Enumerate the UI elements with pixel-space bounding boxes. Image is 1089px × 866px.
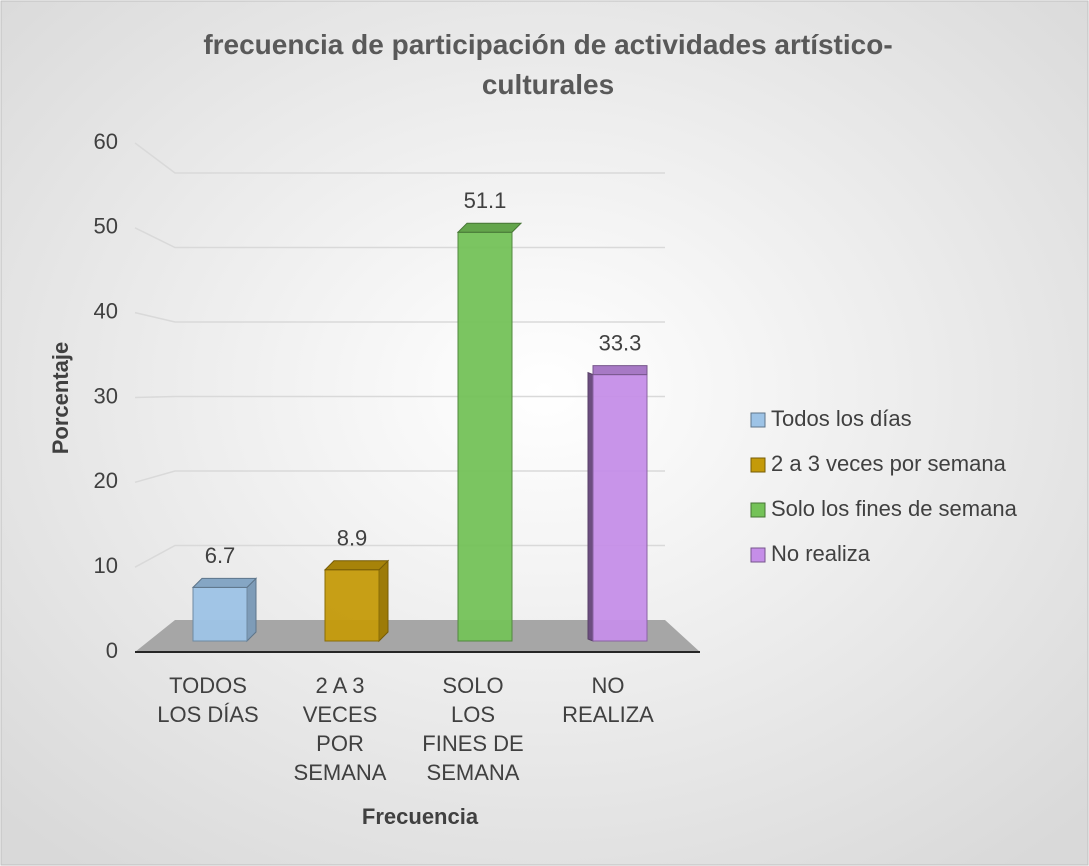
bar-top	[456, 222, 523, 233]
floor	[135, 620, 700, 652]
bar	[457, 231, 513, 642]
y-tick-label: 30	[94, 383, 118, 408]
data-label: 8.9	[337, 526, 368, 551]
bar-top	[592, 365, 648, 376]
legend-label: 2 a 3 veces por semana	[771, 451, 1007, 476]
y-tick-label: 60	[94, 129, 118, 154]
legend-swatch	[750, 412, 766, 428]
legend-label: Solo los fines de semana	[771, 496, 1018, 521]
legend-swatch	[750, 457, 766, 473]
legend-swatch	[750, 502, 766, 518]
grid-line	[134, 142, 665, 174]
bar-top	[191, 577, 258, 588]
x-tick-label: SOLO LOS FINES DE SEMANA	[422, 673, 524, 785]
y-tick-label: 50	[94, 214, 118, 239]
x-axis-title: Frecuencia	[362, 804, 479, 829]
y-tick-label: 0	[106, 638, 118, 663]
data-label: 33.3	[599, 330, 642, 355]
bar	[324, 569, 380, 642]
y-tick-label: 10	[94, 553, 118, 578]
data-label: 51.1	[464, 188, 507, 213]
x-tick-label: TODOS LOS DÍAS	[157, 673, 259, 727]
x-tick-label: 2 A 3 VECES POR SEMANA	[293, 673, 387, 785]
legend-label: Todos los días	[771, 406, 912, 431]
bar-side	[246, 577, 257, 643]
bar-top	[323, 560, 390, 571]
bar	[592, 374, 648, 642]
y-tick-label: 40	[94, 298, 118, 323]
bar-side	[378, 559, 389, 643]
bar-side	[587, 371, 594, 642]
data-label: 6.7	[205, 543, 236, 568]
chart-title: frecuencia de participación de actividad…	[203, 29, 892, 100]
y-tick-label: 20	[94, 468, 118, 493]
legend-swatch	[750, 547, 766, 563]
y-axis-title: Porcentaje	[48, 342, 73, 455]
bar	[192, 586, 248, 642]
legend-label: No realiza	[771, 541, 871, 566]
x-tick-label: NO REALIZA	[562, 673, 654, 727]
